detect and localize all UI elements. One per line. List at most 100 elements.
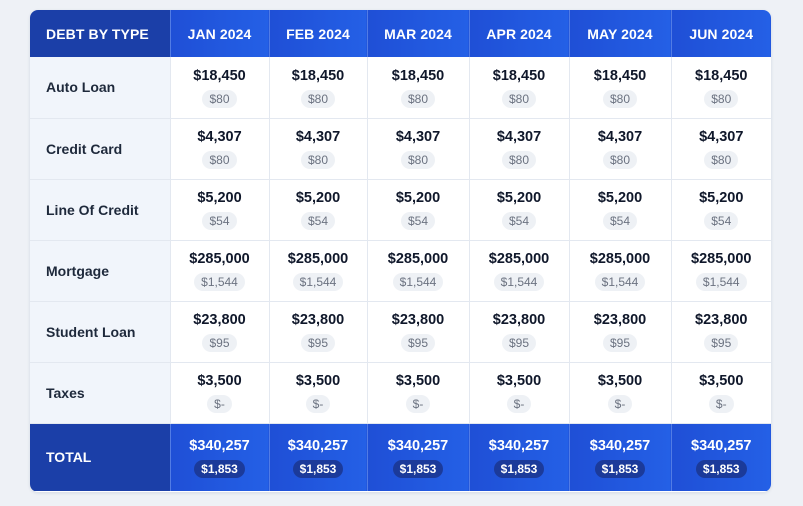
row-label-auto-loan: Auto Loan (30, 57, 170, 119)
table-row: Mortgage $285,000 $1,544 $285,000 $1,544 $285… (30, 240, 771, 302)
auto-loan-m2-cell: $18,450 $80 (268, 57, 367, 119)
mortgage-m2-cell: $285,000 $1,544 (268, 240, 367, 302)
taxes-m2-cell: $3,500 $- (268, 362, 367, 424)
taxes-m2-balance: $3,500 (295, 373, 341, 389)
student-loan-m1-cell: $23,800 $95 (169, 301, 269, 363)
mortgage-m6-payment-badge: $1,544 (695, 273, 747, 291)
line-of-credit-m4-balance: $5,200 (496, 190, 542, 206)
line-of-credit-m4-payment-badge: $54 (501, 212, 537, 230)
student-loan-m3-cell: $23,800 $95 (366, 301, 469, 363)
auto-loan-m1-payment-badge: $80 (202, 89, 237, 108)
total-m6-cell: $340,257 $1,853 (670, 423, 771, 491)
debt-table-card: DEBT BY TYPE JAN 2024 FEB 2024 MAR 2024 … (30, 10, 771, 492)
month-header-may: MAY 2024 (568, 10, 671, 57)
credit-card-m5-payment-badge: $80 (602, 151, 638, 169)
auto-loan-m1-cell: $18,450 $80 (169, 57, 269, 119)
taxes-m3-cell: $3,500 $- (366, 362, 469, 424)
mortgage-m6-cell: $285,000 $1,544 (670, 240, 771, 302)
row-label-credit-card: Credit Card (30, 118, 170, 180)
mortgage-m5-payment-badge: $1,544 (594, 273, 646, 291)
taxes-m1-payment-badge: $- (207, 395, 232, 413)
line-of-credit-m4-cell: $5,200 $54 (468, 179, 569, 241)
line-of-credit-m5-balance: $5,200 (597, 190, 643, 206)
total-m5-cell: $340,257 $1,853 (568, 423, 671, 491)
line-of-credit-m2-cell: $5,200 $54 (268, 179, 367, 241)
total-m1-cell: $340,257 $1,853 (169, 423, 269, 491)
total-m1-payment-badge: $1,853 (194, 459, 245, 478)
total-row: TOTAL $340,257 $1,853 $340,257 $1,853 $340,25… (30, 423, 771, 491)
debt-by-type-table: DEBT BY TYPE JAN 2024 FEB 2024 MAR 2024 … (30, 10, 771, 491)
auto-loan-m5-payment-badge: $80 (602, 89, 638, 108)
row-label-mortgage: Mortgage (30, 240, 170, 302)
student-loan-m5-balance: $23,800 (593, 312, 647, 328)
mortgage-m1-balance: $285,000 (189, 251, 250, 267)
mortgage-m3-payment-badge: $1,544 (392, 273, 444, 291)
credit-card-m4-payment-badge: $80 (501, 151, 537, 169)
auto-loan-m6-cell: $18,450 $80 (670, 57, 771, 119)
taxes-m5-balance: $3,500 (597, 373, 643, 389)
student-loan-m3-payment-badge: $95 (400, 334, 436, 352)
student-loan-m5-cell: $23,800 $95 (568, 301, 671, 363)
table-row: Line Of Credit $5,200 $54 $5,200 $54 $5,200 $5… (30, 179, 771, 241)
taxes-m1-balance: $3,500 (197, 373, 242, 389)
auto-loan-m3-balance: $18,450 (391, 67, 445, 84)
row-label-student-loan: Student Loan (30, 301, 170, 363)
header-row: DEBT BY TYPE JAN 2024 FEB 2024 MAR 2024 … (30, 10, 771, 57)
table-row: Taxes $3,500 $- $3,500 $- $3,500 $- $3,500 $- $3,… (30, 362, 771, 424)
credit-card-m1-payment-badge: $80 (202, 151, 237, 169)
mortgage-m5-cell: $285,000 $1,544 (568, 240, 671, 302)
month-header-jan: JAN 2024 (169, 10, 269, 57)
auto-loan-m5-balance: $18,450 (593, 67, 647, 84)
mortgage-m2-balance: $285,000 (287, 251, 349, 267)
credit-card-m5-cell: $4,307 $80 (568, 118, 671, 180)
taxes-m3-payment-badge: $- (405, 395, 431, 413)
taxes-m6-balance: $3,500 (699, 373, 744, 389)
table-row: Credit Card $4,307 $80 $4,307 $80 $4,307 $80 $4… (30, 118, 771, 180)
corner-header: DEBT BY TYPE (30, 10, 170, 57)
student-loan-m2-cell: $23,800 $95 (268, 301, 367, 363)
student-loan-m4-payment-badge: $95 (501, 334, 537, 352)
auto-loan-m5-cell: $18,450 $80 (568, 57, 671, 119)
student-loan-m1-balance: $23,800 (193, 312, 246, 328)
row-label-taxes: Taxes (30, 362, 170, 424)
line-of-credit-m6-balance: $5,200 (699, 190, 744, 206)
credit-card-m6-payment-badge: $80 (704, 151, 739, 169)
total-m2-cell: $340,257 $1,853 (268, 423, 367, 491)
credit-card-m5-balance: $4,307 (597, 129, 643, 145)
line-of-credit-m6-cell: $5,200 $54 (670, 179, 771, 241)
credit-card-m3-balance: $4,307 (395, 129, 441, 145)
student-loan-m6-cell: $23,800 $95 (670, 301, 771, 363)
auto-loan-m4-balance: $18,450 (492, 67, 546, 84)
mortgage-m4-cell: $285,000 $1,544 (468, 240, 569, 302)
credit-card-m1-balance: $4,307 (197, 129, 242, 145)
total-m1-balance: $340,257 (189, 437, 250, 454)
taxes-m5-cell: $3,500 $- (568, 362, 671, 424)
mortgage-m4-balance: $285,000 (488, 251, 550, 267)
mortgage-m3-cell: $285,000 $1,544 (366, 240, 469, 302)
total-m2-balance: $340,257 (287, 437, 349, 454)
student-loan-m2-payment-badge: $95 (300, 334, 336, 352)
total-label: TOTAL (30, 423, 170, 491)
auto-loan-m4-cell: $18,450 $80 (468, 57, 569, 119)
table-row: Student Loan $23,800 $95 $23,800 $95 $23,800 $… (30, 301, 771, 363)
student-loan-m4-cell: $23,800 $95 (468, 301, 569, 363)
taxes-m3-balance: $3,500 (395, 373, 441, 389)
total-m3-balance: $340,257 (387, 437, 449, 454)
line-of-credit-m5-cell: $5,200 $54 (568, 179, 671, 241)
total-m4-cell: $340,257 $1,853 (468, 423, 569, 491)
credit-card-m3-cell: $4,307 $80 (366, 118, 469, 180)
credit-card-m2-cell: $4,307 $80 (268, 118, 367, 180)
total-m6-balance: $340,257 (691, 437, 752, 454)
auto-loan-m6-payment-badge: $80 (704, 89, 739, 108)
taxes-m1-cell: $3,500 $- (169, 362, 269, 424)
mortgage-m2-payment-badge: $1,544 (292, 273, 344, 291)
table-body: Auto Loan $18,450 $80 $18,450 $80 $18,450 $80 $… (30, 57, 771, 491)
total-m3-payment-badge: $1,853 (392, 459, 444, 478)
student-loan-m4-balance: $23,800 (492, 312, 546, 328)
mortgage-m6-balance: $285,000 (691, 251, 752, 267)
taxes-m4-payment-badge: $- (506, 395, 532, 413)
total-m4-balance: $340,257 (488, 437, 550, 454)
auto-loan-m1-balance: $18,450 (193, 67, 246, 84)
line-of-credit-m3-balance: $5,200 (395, 190, 441, 206)
student-loan-m3-balance: $23,800 (391, 312, 445, 328)
